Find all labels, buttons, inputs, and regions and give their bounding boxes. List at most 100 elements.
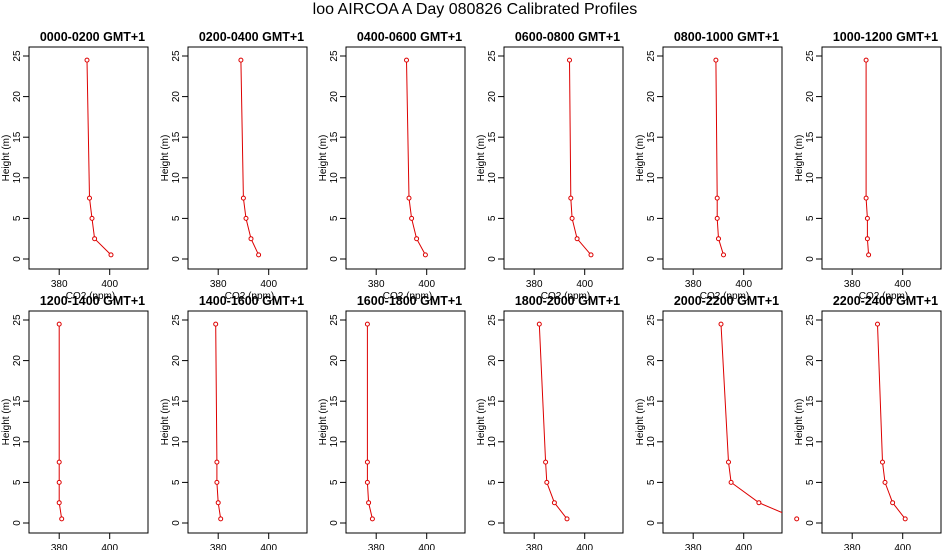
y-tick-label: 15: [171, 131, 182, 143]
profile-point: [240, 195, 246, 201]
y-tick-label: 20: [487, 355, 498, 367]
plot-frame: [187, 46, 308, 270]
y-axis-label: Height (m): [476, 135, 487, 182]
y-tick-label: 25: [805, 314, 816, 326]
y-tick-label: 5: [171, 215, 182, 221]
x-tick-label: 400: [418, 279, 435, 290]
y-tick-label: 10: [646, 436, 657, 448]
y-tick-label: 20: [646, 355, 657, 367]
y-tick-label: 25: [12, 50, 23, 62]
profile-point: [866, 252, 872, 258]
panel-title: 0000-0200 GMT+1: [40, 30, 145, 44]
y-tick-label: 10: [805, 172, 816, 184]
y-axis-label: Height (m): [160, 135, 171, 182]
profile-line: [58, 324, 63, 519]
y-tick-label: 25: [12, 314, 23, 326]
profile-point: [543, 459, 549, 465]
profile-point: [568, 195, 574, 201]
y-tick-label: 0: [805, 520, 816, 526]
profile-point: [214, 459, 220, 465]
y-tick-label: 0: [171, 256, 182, 262]
profile-point: [238, 57, 244, 63]
y-axis-label: Height (m): [318, 399, 329, 446]
profile-point: [863, 57, 869, 63]
x-axis-label: CO2 (ppm): [541, 291, 590, 302]
y-tick-label: 10: [329, 172, 340, 184]
y-tick-label: 10: [12, 172, 23, 184]
y-tick-label: 5: [171, 479, 182, 485]
x-tick-label: 380: [526, 543, 543, 550]
y-tick-label: 5: [12, 479, 23, 485]
x-tick-label: 380: [844, 279, 861, 290]
y-axis-label: Height (m): [635, 399, 646, 446]
profile-point: [56, 500, 62, 506]
y-tick-label: 10: [171, 436, 182, 448]
profile-point: [214, 479, 220, 485]
x-tick-label: 400: [260, 279, 277, 290]
profile-line: [406, 60, 426, 256]
profile-point: [84, 57, 90, 63]
x-tick-label: 380: [368, 543, 385, 550]
y-axis-label: Height (m): [1, 135, 12, 182]
profile-point: [863, 195, 869, 201]
profile-point: [364, 479, 370, 485]
profile-point: [366, 500, 372, 506]
y-tick-label: 25: [487, 314, 498, 326]
profile-point: [409, 215, 415, 221]
profile-line: [715, 60, 724, 256]
x-tick-label: 380: [210, 543, 227, 550]
y-tick-label: 10: [646, 172, 657, 184]
y-tick-label: 25: [487, 50, 498, 62]
y-tick-label: 25: [805, 50, 816, 62]
x-tick-label: 400: [735, 543, 752, 550]
y-tick-label: 20: [487, 91, 498, 103]
profile-point: [56, 459, 62, 465]
panel-title: 1600-1800 GMT+1: [357, 294, 462, 308]
x-tick-label: 400: [576, 279, 593, 290]
y-tick-label: 0: [329, 520, 340, 526]
profile-point: [714, 215, 720, 221]
x-axis-label: CO2 (ppm): [66, 291, 115, 302]
profile-point: [369, 516, 375, 522]
y-tick-label: 20: [329, 355, 340, 367]
profile-point: [756, 500, 762, 506]
profile-point: [256, 252, 262, 258]
y-tick-label: 15: [646, 395, 657, 407]
profile-point: [551, 500, 557, 506]
profile-point: [567, 57, 572, 63]
y-tick-label: 0: [805, 256, 816, 262]
y-tick-label: 20: [646, 91, 657, 103]
profile-point: [364, 321, 370, 327]
profile-point: [406, 195, 412, 201]
profile-point: [718, 321, 724, 327]
profile-point: [218, 516, 224, 522]
panel-title: 2000-2200 GMT+1: [674, 294, 779, 308]
profile-point: [414, 236, 420, 242]
y-tick-label: 20: [329, 91, 340, 103]
y-tick-label: 15: [12, 131, 23, 143]
profile-point: [92, 236, 98, 242]
y-tick-label: 25: [646, 50, 657, 62]
y-tick-label: 15: [487, 131, 498, 143]
y-axis-label: Height (m): [635, 135, 646, 182]
profile-point: [574, 236, 580, 242]
plot-frame: [821, 310, 942, 534]
y-tick-label: 20: [805, 91, 816, 103]
profile-line: [366, 324, 373, 520]
plot-frame: [345, 46, 466, 270]
y-tick-label: 0: [646, 520, 657, 526]
y-tick-label: 20: [12, 355, 23, 367]
profile-line: [215, 324, 222, 519]
y-tick-label: 10: [12, 436, 23, 448]
y-tick-label: 10: [487, 172, 498, 184]
profile-line: [720, 324, 782, 514]
y-tick-label: 15: [805, 395, 816, 407]
x-axis-label: CO2 (ppm): [859, 291, 908, 302]
x-tick-label: 380: [685, 543, 702, 550]
profile-point: [875, 321, 880, 327]
y-tick-label: 15: [805, 131, 816, 143]
profile-point: [243, 215, 249, 221]
y-tick-label: 25: [329, 314, 340, 326]
profile-point: [213, 321, 219, 327]
